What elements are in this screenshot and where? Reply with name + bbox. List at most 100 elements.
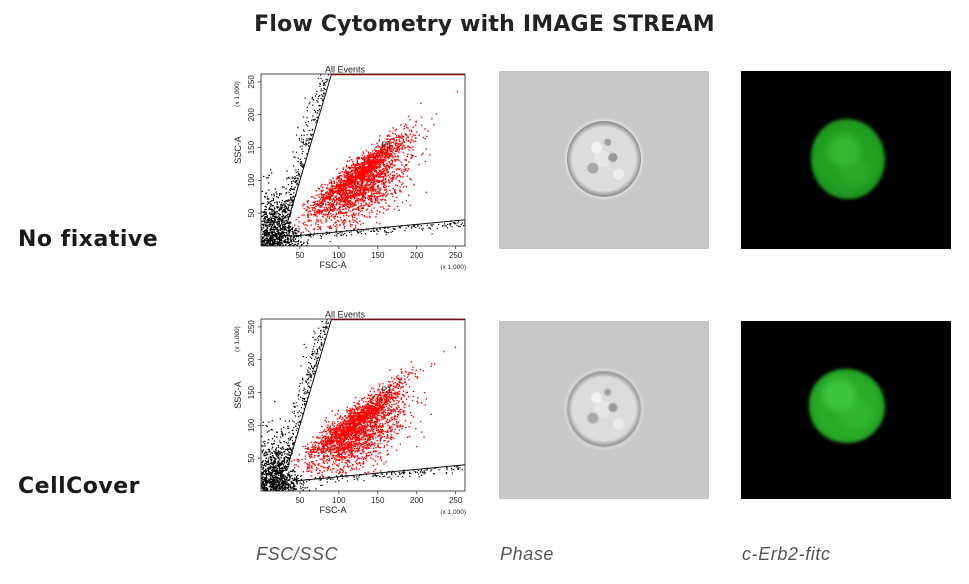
point-gated bbox=[362, 173, 365, 175]
point-ungated bbox=[287, 238, 290, 240]
y-tick-label: 250 bbox=[247, 75, 256, 89]
point-gated bbox=[330, 442, 332, 444]
point-gated bbox=[344, 179, 346, 182]
point-gated bbox=[339, 437, 341, 439]
point-gated bbox=[310, 475, 313, 477]
point-ungated bbox=[265, 206, 267, 208]
point-ungated bbox=[288, 225, 290, 227]
point-gated bbox=[368, 198, 370, 201]
point-ungated bbox=[293, 156, 295, 158]
point-ungated bbox=[262, 224, 264, 226]
point-gated bbox=[396, 144, 398, 147]
point-gated bbox=[357, 156, 359, 158]
point-ungated bbox=[283, 227, 286, 229]
point-gated bbox=[341, 171, 343, 173]
point-ungated bbox=[271, 227, 273, 229]
point-ungated bbox=[291, 228, 293, 230]
point-gated bbox=[374, 192, 376, 195]
point-gated bbox=[320, 448, 323, 450]
point-gated bbox=[327, 436, 329, 438]
point-gated bbox=[398, 380, 401, 382]
point-gated bbox=[355, 428, 357, 431]
point-gated bbox=[384, 145, 386, 147]
point-gated bbox=[355, 179, 357, 181]
point-gated bbox=[397, 410, 399, 413]
point-gated bbox=[402, 410, 404, 412]
point-gated bbox=[337, 199, 339, 201]
point-gated bbox=[360, 202, 362, 205]
point-gated bbox=[382, 159, 384, 162]
point-gated bbox=[389, 437, 391, 440]
point-ungated bbox=[274, 202, 276, 204]
point-gated bbox=[358, 156, 360, 159]
point-ungated bbox=[269, 244, 271, 246]
point-gated bbox=[357, 172, 359, 174]
point-gated bbox=[339, 183, 342, 185]
point-gated bbox=[393, 171, 395, 173]
point-gated bbox=[319, 209, 321, 211]
point-gated bbox=[372, 186, 374, 188]
point-ungated bbox=[284, 210, 286, 212]
point-gated bbox=[371, 180, 373, 183]
point-gated bbox=[339, 208, 341, 210]
point-gated bbox=[363, 216, 366, 218]
point-ungated bbox=[316, 93, 318, 95]
point-gated bbox=[390, 178, 392, 180]
point-gated bbox=[368, 433, 370, 435]
point-ungated bbox=[414, 225, 416, 227]
point-gated bbox=[314, 200, 317, 203]
point-ungated bbox=[270, 244, 272, 246]
point-ungated bbox=[303, 116, 305, 118]
point-gated bbox=[350, 443, 353, 445]
point-ungated bbox=[279, 243, 281, 245]
point-gated bbox=[350, 175, 353, 178]
point-gated bbox=[366, 161, 369, 164]
point-gated bbox=[306, 200, 309, 202]
point-gated bbox=[347, 197, 349, 199]
point-gated bbox=[386, 444, 388, 446]
point-gated bbox=[378, 190, 380, 193]
point-ungated bbox=[281, 233, 283, 235]
point-gated bbox=[378, 164, 380, 166]
point-gated bbox=[345, 220, 347, 222]
point-gated bbox=[328, 217, 331, 219]
point-gated bbox=[329, 192, 332, 194]
point-ungated bbox=[262, 240, 265, 243]
phase-image-no-fixative bbox=[499, 71, 709, 249]
point-gated bbox=[370, 194, 373, 196]
point-ungated bbox=[285, 244, 287, 246]
point-ungated bbox=[279, 193, 281, 195]
point-gated bbox=[359, 210, 362, 212]
point-gated bbox=[367, 159, 369, 162]
point-ungated bbox=[300, 164, 302, 166]
point-gated bbox=[332, 206, 334, 208]
point-gated bbox=[360, 173, 362, 175]
point-ungated bbox=[289, 221, 291, 223]
point-ungated bbox=[305, 143, 308, 145]
point-gated bbox=[380, 206, 382, 208]
point-ungated bbox=[304, 97, 306, 99]
point-gated bbox=[380, 425, 383, 428]
point-gated bbox=[384, 152, 387, 154]
point-gated bbox=[336, 203, 338, 205]
point-gated bbox=[367, 175, 369, 177]
point-gated bbox=[320, 212, 322, 214]
point-gated bbox=[389, 205, 391, 207]
point-gated bbox=[357, 402, 360, 404]
point-ungated bbox=[293, 229, 296, 231]
point-gated bbox=[339, 193, 341, 195]
point-ungated bbox=[376, 233, 378, 235]
point-gated bbox=[353, 163, 355, 165]
point-ungated bbox=[263, 241, 265, 243]
point-gated bbox=[381, 412, 383, 414]
point-gated bbox=[370, 152, 372, 154]
point-gated bbox=[337, 440, 339, 442]
point-gated bbox=[313, 201, 316, 203]
point-gated bbox=[359, 446, 361, 448]
point-gated bbox=[396, 384, 398, 386]
point-ungated bbox=[277, 219, 279, 221]
point-gated bbox=[367, 160, 369, 163]
point-gated bbox=[324, 183, 326, 186]
point-gated bbox=[366, 171, 368, 174]
point-gated bbox=[366, 155, 368, 157]
